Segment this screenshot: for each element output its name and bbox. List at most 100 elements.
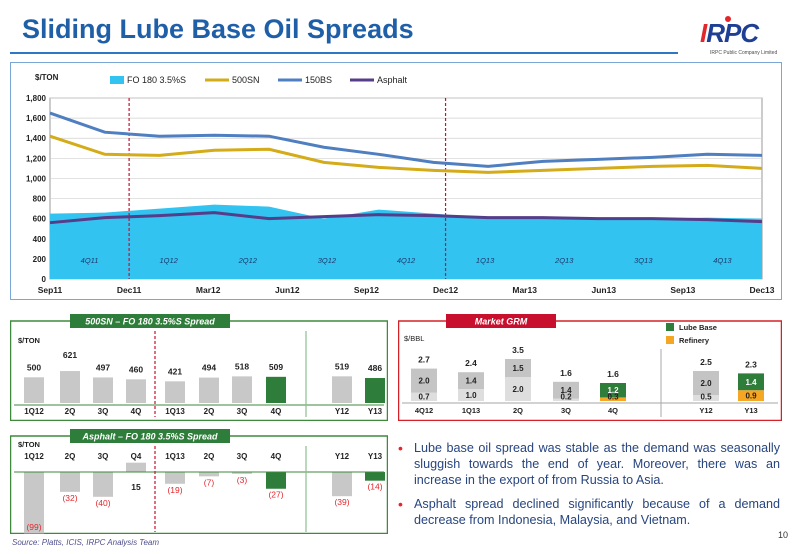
data-label: 518 (235, 361, 249, 371)
x-tick-label: Sep13 (670, 285, 695, 295)
data-label: 621 (63, 350, 77, 360)
x-tick-label: Y13 (744, 406, 757, 415)
x-tick-label: 1Q13 (462, 406, 480, 415)
data-label-lube: 1.4 (560, 386, 572, 395)
x-tick-label: Mar12 (196, 285, 221, 295)
y-tick-label: 1,400 (26, 134, 47, 143)
data-label: 421 (168, 366, 182, 376)
legend-label: FO 180 3.5%S (127, 75, 186, 85)
data-label-lube: 1.2 (607, 386, 619, 395)
legend-swatch (666, 336, 674, 344)
x-tick-label: 1Q13 (165, 407, 185, 416)
data-label: (99) (26, 522, 41, 532)
bar (365, 472, 385, 481)
data-label: (27) (268, 490, 283, 500)
bar (232, 472, 252, 474)
series-area-fo180 (50, 204, 762, 279)
data-label: 497 (96, 362, 110, 372)
bar (60, 472, 80, 492)
bar-refinery (600, 397, 626, 401)
legend-label: Lube Base (679, 323, 717, 332)
legend-label: Asphalt (377, 75, 408, 85)
y-axis-label: $/TON (18, 440, 40, 449)
bar-refinery (505, 377, 531, 401)
data-label-lube: 2.0 (700, 379, 712, 388)
quarter-label: 2Q13 (554, 256, 574, 265)
bar (126, 379, 146, 403)
x-tick-label: 3Q (98, 407, 109, 416)
company-logo: IRPC IRPC Public Company Limited (700, 10, 792, 60)
bar (60, 371, 80, 403)
data-label: (32) (62, 493, 77, 503)
x-tick-label: 1Q12 (24, 407, 44, 416)
series-line-asphalt (49, 211, 763, 225)
panel-title-bar (70, 314, 230, 328)
bar (24, 472, 44, 534)
bar (199, 472, 219, 477)
panel-title: Asphalt – FO 180 3.5%S Spread (81, 432, 218, 442)
data-label-total: 2.3 (745, 359, 757, 369)
data-label-total: 1.6 (607, 369, 619, 379)
bar (199, 377, 219, 403)
commentary: Lube base oil spread was stable as the d… (398, 440, 780, 536)
data-label-lube: 1.4 (465, 377, 477, 386)
x-tick-label: 4Q (271, 452, 282, 461)
panel-title: 500SN – FO 180 3.5%S Spread (85, 317, 215, 327)
bar-lube-base (458, 372, 484, 389)
panel-frame (398, 320, 782, 421)
panel-title-bar (70, 429, 230, 443)
data-label: (14) (367, 482, 382, 492)
data-label-refinery: 0.2 (560, 393, 572, 402)
x-tick-label: Q4 (131, 452, 142, 461)
quarter-label: 1Q12 (159, 256, 178, 265)
x-tick-label: Sep11 (38, 285, 63, 295)
x-tick-label: Dec13 (749, 285, 774, 295)
source-note: Source: Platts, ICIS, IRPC Analysis Team (12, 538, 160, 547)
bar-lube-base (693, 371, 719, 395)
y-tick-label: 200 (33, 255, 47, 264)
x-tick-label: 2Q (65, 452, 76, 461)
bar (332, 376, 352, 403)
x-tick-label: Y13 (368, 452, 383, 461)
data-label: (39) (334, 497, 349, 507)
x-tick-label: 4Q12 (415, 406, 433, 415)
quarter-label: 2Q12 (238, 256, 258, 265)
panel-frame (10, 320, 388, 421)
data-label-total: 3.5 (512, 345, 524, 355)
500sn-spread-bar-chart: 500SN – FO 180 3.5%S Spread $/TON 500 1Q12 6… (10, 314, 388, 421)
data-label-total: 2.4 (465, 358, 477, 368)
x-tick-label: 4Q (271, 407, 282, 416)
y-tick-label: 1,800 (26, 94, 47, 103)
data-label: 500 (27, 362, 41, 372)
logo-wordmark: IRPC (700, 18, 759, 48)
panel-title-bar (446, 314, 556, 328)
bar (266, 376, 286, 403)
data-label-lube: 1.4 (745, 378, 757, 387)
x-tick-label: 4Q (131, 407, 142, 416)
bar-lube-base (411, 368, 437, 393)
bar (93, 472, 113, 497)
data-label-refinery: 0.3 (607, 393, 619, 402)
series-line-150bs (49, 111, 763, 168)
bar (266, 472, 286, 489)
series-line-500sn (49, 134, 763, 174)
bar (93, 377, 113, 403)
bar-lube-base (505, 359, 531, 377)
bar-refinery (458, 389, 484, 401)
x-tick-label: 1Q12 (24, 452, 44, 461)
quarter-label: 4Q13 (713, 256, 732, 265)
legend-swatch (110, 76, 124, 84)
x-tick-label: 1Q13 (165, 452, 185, 461)
bar (24, 377, 44, 403)
data-label: 460 (129, 364, 143, 374)
legend-label: Refinery (679, 336, 710, 345)
x-tick-label: Y13 (368, 407, 383, 416)
x-tick-label: Mar13 (512, 285, 537, 295)
y-tick-label: 1,200 (26, 154, 47, 163)
data-label: (7) (204, 477, 215, 487)
x-tick-label: Jun12 (275, 285, 300, 295)
y-tick-label: 600 (33, 215, 47, 224)
logo-subtext: IRPC Public Company Limited (710, 50, 778, 56)
data-label: (40) (95, 498, 110, 508)
data-label-total: 2.7 (418, 355, 430, 365)
